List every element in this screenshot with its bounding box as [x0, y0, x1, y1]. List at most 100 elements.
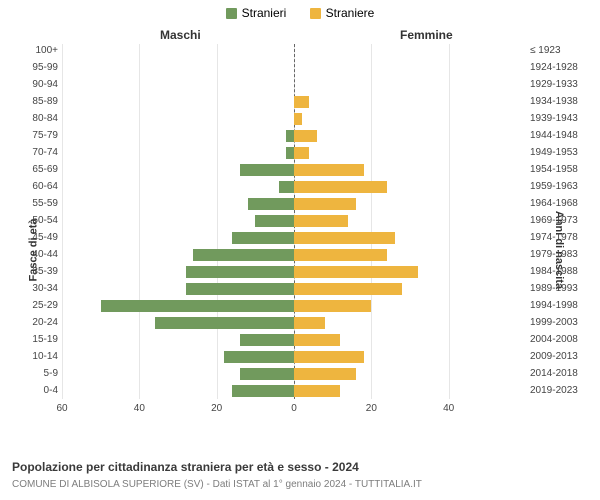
bar-male	[232, 385, 294, 397]
pyramid-row: 70-741949-1953	[62, 146, 526, 163]
pyramid-row: 90-941929-1933	[62, 78, 526, 95]
pyramid-row: 40-441979-1983	[62, 248, 526, 265]
birth-year-label: 1964-1968	[530, 197, 578, 211]
age-label: 85-89	[32, 95, 58, 109]
birth-year-label: 1979-1983	[530, 248, 578, 262]
birth-year-label: 1934-1938	[530, 95, 578, 109]
bar-male	[101, 300, 294, 312]
bar-female	[294, 249, 387, 261]
column-title-male: Maschi	[160, 28, 201, 42]
birth-year-label: 1954-1958	[530, 163, 578, 177]
bar-female	[294, 351, 364, 363]
birth-year-label: 1969-1973	[530, 214, 578, 228]
population-pyramid-chart: Stranieri Straniere Maschi Femmine Fasce…	[0, 0, 600, 500]
age-label: 40-44	[32, 248, 58, 262]
legend-item-female: Straniere	[310, 6, 375, 20]
bar-female	[294, 300, 371, 312]
age-label: 100+	[35, 44, 58, 58]
birth-year-label: 1994-1998	[530, 299, 578, 313]
bar-female	[294, 198, 356, 210]
pyramid-row: 95-991924-1928	[62, 61, 526, 78]
age-label: 35-39	[32, 265, 58, 279]
legend-swatch-female	[310, 8, 321, 19]
chart-subcaption: COMUNE DI ALBISOLA SUPERIORE (SV) - Dati…	[12, 479, 422, 490]
bar-female	[294, 164, 364, 176]
bar-male	[224, 351, 294, 363]
x-tick: 20	[211, 403, 222, 414]
pyramid-row: 25-291994-1998	[62, 299, 526, 316]
bar-male	[286, 147, 294, 159]
bar-male	[279, 181, 294, 193]
bar-male	[186, 266, 294, 278]
age-label: 5-9	[44, 367, 58, 381]
bar-female	[294, 96, 309, 108]
birth-year-label: 1939-1943	[530, 112, 578, 126]
bar-female	[294, 334, 340, 346]
plot-area: 60402002040 100+≤ 192395-991924-192890-9…	[62, 44, 526, 421]
bar-male	[232, 232, 294, 244]
legend-swatch-male	[226, 8, 237, 19]
pyramid-row: 20-241999-2003	[62, 316, 526, 333]
age-label: 50-54	[32, 214, 58, 228]
pyramid-row: 75-791944-1948	[62, 129, 526, 146]
birth-year-label: 1989-1993	[530, 282, 578, 296]
birth-year-label: 2019-2023	[530, 384, 578, 398]
pyramid-row: 0-42019-2023	[62, 384, 526, 401]
pyramid-row: 30-341989-1993	[62, 282, 526, 299]
pyramid-row: 55-591964-1968	[62, 197, 526, 214]
birth-year-label: 1924-1928	[530, 61, 578, 75]
bar-female	[294, 232, 395, 244]
bar-male	[240, 164, 294, 176]
age-label: 95-99	[32, 61, 58, 75]
column-title-female: Femmine	[400, 28, 453, 42]
pyramid-row: 15-192004-2008	[62, 333, 526, 350]
bar-female	[294, 283, 402, 295]
bar-male	[255, 215, 294, 227]
birth-year-label: 1929-1933	[530, 78, 578, 92]
age-label: 65-69	[32, 163, 58, 177]
legend-label-male: Stranieri	[242, 6, 287, 20]
pyramid-row: 35-391984-1988	[62, 265, 526, 282]
birth-year-label: 2004-2008	[530, 333, 578, 347]
age-label: 80-84	[32, 112, 58, 126]
bar-female	[294, 368, 356, 380]
pyramid-row: 65-691954-1958	[62, 163, 526, 180]
pyramid-row: 5-92014-2018	[62, 367, 526, 384]
bar-female	[294, 266, 418, 278]
bar-male	[186, 283, 294, 295]
bar-male	[248, 198, 294, 210]
x-tick: 0	[291, 403, 297, 414]
age-label: 70-74	[32, 146, 58, 160]
birth-year-label: 2009-2013	[530, 350, 578, 364]
pyramid-row: 85-891934-1938	[62, 95, 526, 112]
legend-label-female: Straniere	[326, 6, 375, 20]
birth-year-label: 1999-2003	[530, 316, 578, 330]
x-tick: 20	[366, 403, 377, 414]
bar-male	[240, 334, 294, 346]
bar-female	[294, 181, 387, 193]
x-axis-ticks: 60402002040	[62, 401, 526, 421]
age-label: 90-94	[32, 78, 58, 92]
legend: Stranieri Straniere	[0, 6, 600, 22]
birth-year-label: 1984-1988	[530, 265, 578, 279]
age-label: 55-59	[32, 197, 58, 211]
pyramid-row: 60-641959-1963	[62, 180, 526, 197]
bar-female	[294, 385, 340, 397]
pyramid-row: 80-841939-1943	[62, 112, 526, 129]
pyramid-row: 100+≤ 1923	[62, 44, 526, 61]
age-label: 0-4	[44, 384, 58, 398]
age-label: 30-34	[32, 282, 58, 296]
bar-male	[155, 317, 294, 329]
x-tick: 60	[56, 403, 67, 414]
birth-year-label: 1959-1963	[530, 180, 578, 194]
bar-male	[286, 130, 294, 142]
age-label: 25-29	[32, 299, 58, 313]
x-tick: 40	[443, 403, 454, 414]
pyramid-row: 50-541969-1973	[62, 214, 526, 231]
bar-male	[240, 368, 294, 380]
age-label: 10-14	[32, 350, 58, 364]
bar-female	[294, 147, 309, 159]
bar-female	[294, 130, 317, 142]
birth-year-label: 2014-2018	[530, 367, 578, 381]
bar-male	[193, 249, 294, 261]
